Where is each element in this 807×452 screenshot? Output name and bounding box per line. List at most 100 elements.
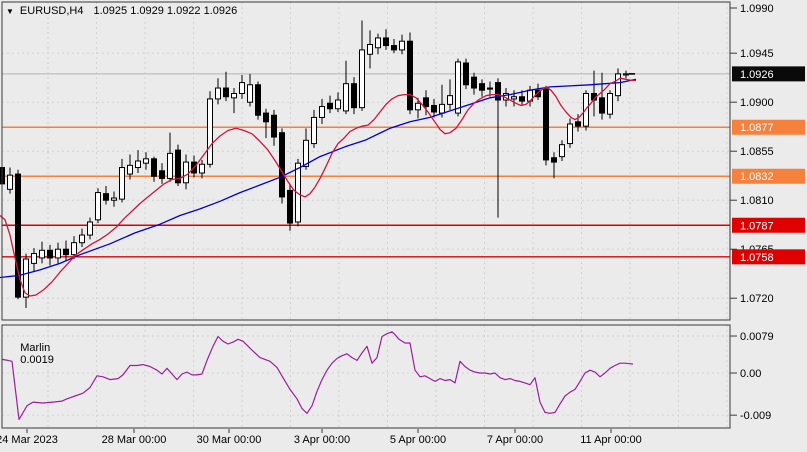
candle-body [575, 121, 581, 127]
main-chart-panel[interactable] [1, 1, 731, 321]
candle-body [103, 193, 109, 201]
candle-body [15, 173, 21, 298]
price-axis-label: 1.0945 [740, 48, 774, 60]
current-price-badge-text: 1.0926 [740, 69, 774, 81]
candle-body [263, 112, 269, 123]
candle-body [111, 197, 117, 201]
candle-body [463, 62, 469, 86]
candle-body [431, 104, 437, 113]
marlin-line [1, 331, 634, 420]
candle-body [551, 157, 557, 163]
candle-body [183, 161, 189, 184]
candle-body [47, 249, 53, 259]
candle-body [87, 221, 93, 236]
price-level-badge [732, 217, 805, 233]
chart-title: ▼ EURUSD,H4 1.0925 1.0929 1.0922 1.0926 [6, 5, 237, 17]
candle-body [479, 83, 485, 91]
candle-body [407, 40, 413, 111]
candle-body [63, 248, 69, 256]
symbol-timeframe-label: EURUSD,H4 [19, 5, 84, 17]
time-axis-label: 5 Apr 00:00 [390, 434, 446, 446]
candle-body [343, 83, 349, 112]
candle-body [151, 158, 157, 177]
candle-body [255, 84, 261, 116]
candle-body [399, 40, 405, 51]
candle-body [231, 92, 237, 99]
price-level-badge [732, 168, 805, 184]
candle-body [327, 102, 333, 110]
indicator-panel[interactable] [1, 324, 731, 429]
ohlc-values: 1.0925 1.0929 1.0922 1.0926 [93, 5, 238, 17]
candle-body [223, 87, 229, 98]
candle-body [615, 73, 621, 97]
time-axis-label: 7 Apr 00:00 [487, 434, 543, 446]
candle-body [279, 132, 285, 198]
candle-body [559, 144, 565, 158]
candle-body [71, 242, 77, 256]
candle-body [359, 49, 365, 109]
candle-body [487, 87, 493, 90]
candle-body [567, 123, 573, 145]
price-axis-label: 1.0900 [740, 97, 774, 109]
candle-body [239, 82, 245, 94]
price-level-badge-text: 1.0832 [740, 171, 774, 183]
candle-body [303, 139, 309, 167]
indicator-axis-label: 0.00 [740, 368, 761, 380]
candle-body [471, 76, 477, 89]
candle-body [175, 149, 181, 184]
candle-body [447, 95, 453, 105]
candle-body [439, 103, 445, 114]
indicator-axis-label: -0.009 [740, 410, 771, 422]
candle-body [351, 83, 357, 109]
time-axis-label: 11 Apr 00:00 [580, 434, 642, 446]
candle-body [319, 106, 325, 118]
ma-fast-line [0, 77, 636, 297]
candle-body [79, 234, 85, 244]
symbol-dropdown-icon[interactable]: ▼ [6, 6, 14, 16]
candle-body [511, 96, 517, 100]
candle-body [383, 37, 389, 47]
candle-body [95, 192, 101, 221]
candle-body [375, 37, 381, 49]
candle-body [119, 167, 125, 200]
candle-body [55, 248, 61, 259]
candle-body [247, 84, 253, 103]
price-axis-label: 1.0720 [740, 293, 774, 305]
candle-body [127, 164, 133, 175]
price-level-badge [732, 119, 805, 135]
price-axis-label: 1.0810 [740, 195, 774, 207]
candle-body [335, 99, 341, 110]
price-level-badge [732, 249, 805, 265]
candle-body [199, 163, 205, 174]
time-axis-label: 28 Mar 00:00 [102, 434, 167, 446]
indicator-label: Marlin 0.0019 [8, 330, 58, 378]
candle-body [391, 45, 397, 51]
candle-body [31, 253, 37, 264]
candle-body [215, 87, 221, 100]
time-axis-label: 24 Mar 2023 [0, 434, 58, 446]
candle-body [23, 258, 29, 298]
indicator-name: Marlin [20, 342, 51, 354]
time-axis-label: 30 Mar 00:00 [197, 434, 262, 446]
candle-body [415, 102, 421, 111]
price-axis-label: 1.0990 [740, 3, 774, 15]
candle-body [599, 97, 605, 114]
current-price-badge [732, 66, 805, 82]
candle-body [495, 82, 501, 101]
price-level-badge-text: 1.0787 [740, 220, 774, 232]
candle-body [623, 73, 629, 76]
price-level-badge-text: 1.0877 [740, 122, 774, 134]
candle-body [207, 98, 213, 165]
candle-body [455, 61, 461, 114]
candle-body [519, 96, 525, 102]
candle-body [287, 189, 293, 224]
price-axis-label: 1.0855 [740, 146, 774, 158]
candle-body [143, 158, 149, 164]
candle-body [607, 92, 613, 115]
indicator-axis-label: 0.0079 [740, 331, 774, 343]
candle-body [7, 174, 13, 190]
indicator-value: 0.0019 [20, 354, 54, 366]
